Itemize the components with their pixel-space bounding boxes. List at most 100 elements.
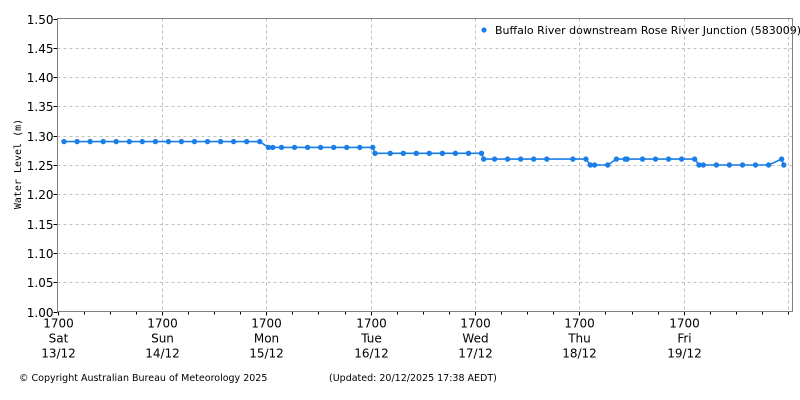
x-axis: 1700Sat13/121700Sun14/121700Mon15/121700… bbox=[41, 311, 789, 361]
data-point bbox=[165, 138, 172, 145]
x-tick-label: Sat bbox=[49, 332, 69, 346]
data-point bbox=[665, 156, 672, 162]
data-point bbox=[518, 156, 524, 162]
data-point bbox=[317, 144, 324, 151]
water-level-chart: 1.00 1.05 1.10 1.15 1.20 1.25 1.30 1.35 1.40 1.45… bbox=[13, 13, 800, 361]
x-tick-label: 1700 bbox=[43, 317, 74, 331]
data-point bbox=[700, 162, 706, 168]
data-point bbox=[478, 150, 485, 156]
data-point bbox=[178, 138, 185, 145]
data-point bbox=[765, 162, 772, 168]
data-point bbox=[357, 144, 363, 151]
data-point bbox=[331, 144, 337, 151]
legend-label: Buffalo River downstream Rose River Junc… bbox=[495, 24, 800, 37]
y-tick-label: 1.45 bbox=[27, 42, 54, 56]
data-point bbox=[270, 144, 276, 151]
plot-frame bbox=[57, 18, 793, 312]
data-point bbox=[639, 156, 646, 162]
data-point bbox=[370, 144, 376, 151]
data-point bbox=[139, 138, 145, 145]
y-tick-label: 1.05 bbox=[27, 276, 54, 290]
data-point bbox=[100, 138, 106, 145]
data-point bbox=[217, 138, 224, 145]
y-tick-label: 1.10 bbox=[27, 247, 54, 261]
data-point bbox=[531, 156, 537, 162]
data-point bbox=[491, 156, 498, 162]
data-point bbox=[752, 162, 759, 168]
x-tick-label: 13/12 bbox=[41, 347, 76, 361]
x-tick-label: 18/12 bbox=[562, 347, 597, 361]
data-point bbox=[344, 144, 350, 151]
data-point bbox=[439, 150, 446, 156]
data-point bbox=[278, 144, 285, 151]
data-point bbox=[372, 150, 378, 156]
data-point bbox=[387, 150, 393, 156]
y-axis: 1.00 1.05 1.10 1.15 1.20 1.25 1.30 1.35 1.40 1.45… bbox=[27, 13, 58, 320]
data-point bbox=[570, 156, 576, 162]
data-point bbox=[696, 162, 702, 168]
data-point bbox=[591, 162, 598, 168]
x-tick-label: Wed bbox=[462, 332, 488, 346]
data-point bbox=[652, 156, 659, 162]
data-point bbox=[739, 162, 746, 168]
y-tick-label: 1.00 bbox=[27, 306, 54, 320]
y-tick-label: 1.35 bbox=[27, 100, 54, 114]
data-point bbox=[613, 156, 620, 162]
data-point bbox=[713, 162, 720, 168]
data-point bbox=[452, 150, 459, 156]
x-tick-label: Thu bbox=[567, 332, 591, 346]
y-tick-label: 1.20 bbox=[27, 188, 54, 202]
x-tick-label: 15/12 bbox=[249, 347, 284, 361]
updated-timestamp: (Updated: 20/12/2025 17:38 AEDT) bbox=[329, 373, 497, 384]
data-point bbox=[465, 150, 472, 156]
data-point bbox=[426, 150, 432, 156]
grid-lines bbox=[57, 18, 793, 312]
data-point bbox=[61, 138, 67, 145]
data-point bbox=[544, 156, 550, 162]
copyright-text: © Copyright Australian Bureau of Meteoro… bbox=[19, 373, 268, 384]
data-point bbox=[304, 144, 311, 151]
data-point bbox=[291, 144, 298, 151]
data-point bbox=[265, 144, 272, 151]
x-tick-label: 17/12 bbox=[458, 347, 493, 361]
data-point bbox=[624, 156, 630, 162]
y-tick-label: 1.50 bbox=[27, 13, 54, 27]
data-point bbox=[413, 150, 419, 156]
legend-marker-icon bbox=[481, 27, 487, 33]
x-tick-label: 1700 bbox=[147, 317, 178, 331]
data-point bbox=[678, 156, 685, 162]
data-point bbox=[605, 162, 611, 168]
y-tick-label: 1.40 bbox=[27, 71, 54, 85]
x-tick-label: 14/12 bbox=[145, 347, 180, 361]
x-tick-label: Tue bbox=[360, 332, 382, 346]
data-point bbox=[204, 138, 211, 145]
x-tick-label: 16/12 bbox=[354, 347, 389, 361]
data-point bbox=[244, 138, 250, 145]
data-point bbox=[152, 138, 159, 145]
data-point bbox=[113, 138, 119, 145]
x-tick-label: 1700 bbox=[460, 317, 491, 331]
y-tick-label: 1.25 bbox=[27, 159, 54, 173]
data-point bbox=[126, 138, 132, 145]
data-point bbox=[481, 156, 487, 162]
data-point bbox=[691, 156, 698, 162]
series-line bbox=[61, 138, 787, 168]
x-tick-label: Mon bbox=[254, 332, 279, 346]
data-point bbox=[781, 162, 787, 168]
data-point bbox=[87, 138, 93, 145]
x-tick-label: 1700 bbox=[564, 317, 595, 331]
y-tick-label: 1.30 bbox=[27, 130, 54, 144]
data-point bbox=[257, 138, 263, 145]
legend: Buffalo River downstream Rose River Junc… bbox=[481, 24, 800, 37]
x-tick-label: 1700 bbox=[356, 317, 387, 331]
data-point bbox=[504, 156, 511, 162]
data-point bbox=[400, 150, 406, 156]
x-tick-label: Fri bbox=[677, 332, 691, 346]
y-axis-title: Water Level (m) bbox=[13, 119, 24, 209]
x-tick-label: 1700 bbox=[669, 317, 700, 331]
x-tick-label: 1700 bbox=[251, 317, 282, 331]
data-point bbox=[583, 156, 589, 162]
data-point bbox=[726, 162, 733, 168]
y-tick-label: 1.15 bbox=[27, 218, 54, 232]
data-point bbox=[778, 156, 785, 162]
